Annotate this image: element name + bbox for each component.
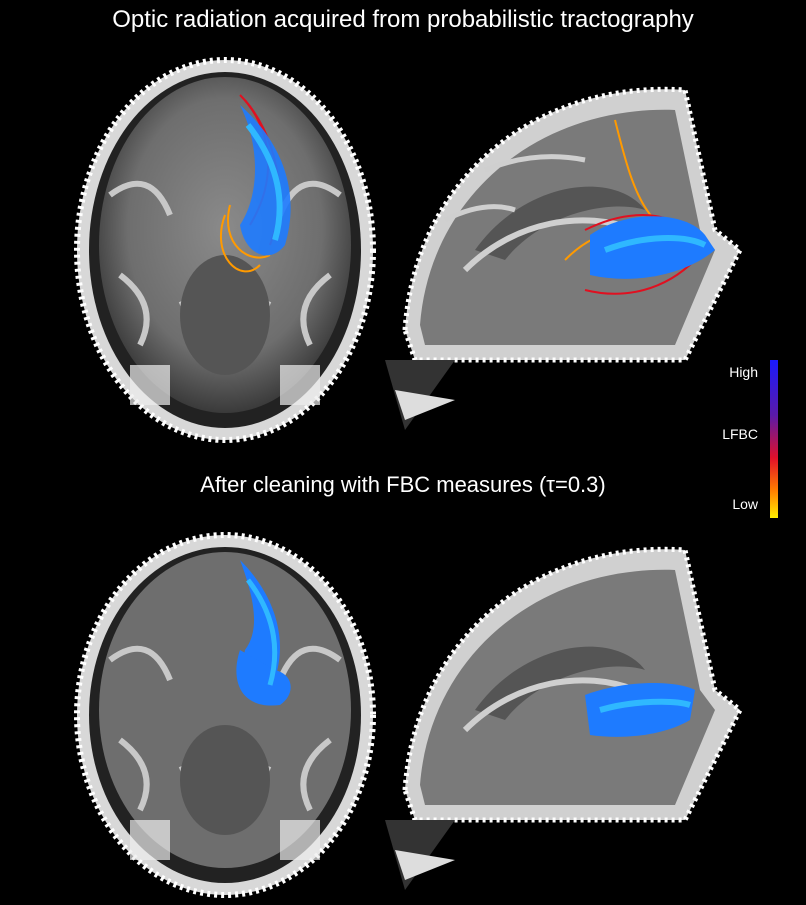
legend-high-label: High — [729, 364, 758, 380]
bottom-title: After cleaning with FBC measures (τ=0.3) — [200, 472, 606, 497]
colorbar — [770, 360, 778, 518]
sagittal-slice-before — [385, 60, 755, 440]
legend-low-label: Low — [732, 496, 758, 512]
legend-measure-label: LFBC — [722, 426, 758, 442]
sagittal-slice-after — [385, 530, 755, 900]
axial-slice-before — [70, 45, 380, 445]
axial-slice-after — [70, 520, 380, 900]
colorbar-legend: High LFBC Low — [650, 358, 790, 518]
top-title: Optic radiation acquired from probabilis… — [112, 6, 694, 33]
